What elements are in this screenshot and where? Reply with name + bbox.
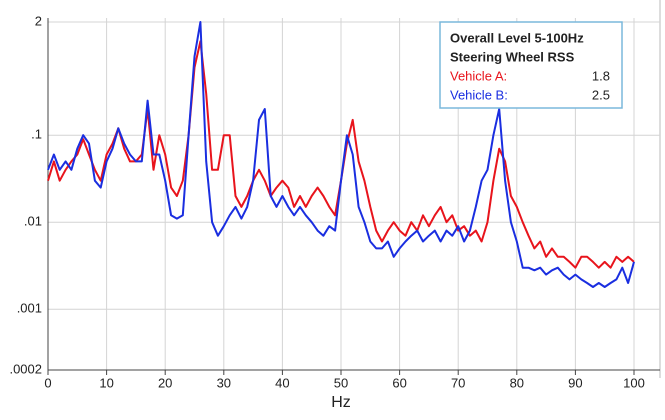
legend-title: Steering Wheel RSS xyxy=(450,49,575,64)
x-axis-label: Hz xyxy=(331,394,351,411)
x-tick-label: 100 xyxy=(623,375,645,390)
legend-title: Overall Level 5-100Hz xyxy=(450,30,584,45)
x-tick-label: 70 xyxy=(451,375,465,390)
x-tick-label: 50 xyxy=(334,375,348,390)
x-tick-label: 90 xyxy=(568,375,582,390)
y-tick-label: .0002 xyxy=(9,361,42,376)
x-tick-label: 10 xyxy=(99,375,113,390)
legend-box xyxy=(439,21,623,109)
series-line xyxy=(47,21,635,288)
x-tick-label: 30 xyxy=(217,375,231,390)
y-tick-label: .001 xyxy=(17,301,42,316)
legend-label: Vehicle B: xyxy=(450,87,508,102)
x-tick-label: 40 xyxy=(275,375,289,390)
legend-value: 1.8 xyxy=(592,68,610,83)
x-tick-label: 20 xyxy=(158,375,172,390)
x-tick-label: 80 xyxy=(510,375,524,390)
legend-value: 2.5 xyxy=(592,87,610,102)
x-tick-label: 0 xyxy=(44,375,51,390)
y-tick-label: 2 xyxy=(35,13,42,28)
y-tick-label: .1 xyxy=(31,127,42,142)
y-tick-label: .01 xyxy=(24,214,42,229)
x-tick-label: 60 xyxy=(392,375,406,390)
legend-label: Vehicle A: xyxy=(450,68,507,83)
